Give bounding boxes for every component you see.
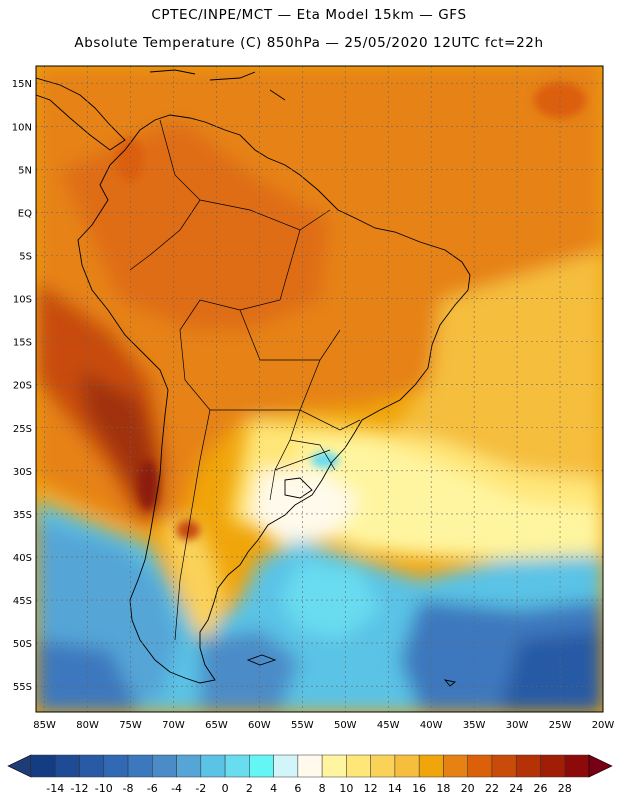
lon-tick-label: 25W (549, 720, 572, 731)
colorbar-label: -10 (95, 782, 113, 795)
lon-tick-label: 40W (420, 720, 443, 731)
temperature-field (36, 66, 603, 712)
colorbar-swatch (79, 754, 105, 778)
colorbar-label: -6 (147, 782, 158, 795)
falkland-islands (246, 654, 277, 666)
colorbar-label: 28 (558, 782, 572, 795)
south-america-coastline (77, 114, 471, 684)
colorbar-label: 6 (294, 782, 301, 795)
colorbar-swatch (515, 754, 541, 778)
colorbar-swatch (224, 754, 250, 778)
colorbar-swatch (467, 754, 493, 778)
lat-tick-label: 20S (13, 381, 32, 392)
colorbar-label: 24 (509, 782, 523, 795)
lat-tick-label: 5N (18, 165, 32, 176)
island (443, 679, 457, 687)
lat-tick-label: 40S (13, 553, 32, 564)
colorbar-swatch (127, 754, 153, 778)
lat-tick-label: EQ (18, 208, 32, 219)
lon-tick-label: 30W (506, 720, 529, 731)
colorbar-swatch (370, 754, 396, 778)
longitude-labels: 85W 80W 75W 70W 65W 60W 55W 50W 45W 40W 35W 30W 25W 2… (33, 720, 614, 731)
lat-tick-label: 45S (13, 596, 32, 607)
colorbar-swatch (418, 754, 444, 778)
colorbar-label: 4 (270, 782, 277, 795)
lat-tick-label: 15N (12, 79, 32, 90)
colorbar-swatch (491, 754, 517, 778)
lon-tick-label: 70W (162, 720, 185, 731)
lat-tick-label: 25S (13, 424, 32, 435)
colorbar-label: 16 (412, 782, 426, 795)
colorbar-label: -4 (171, 782, 182, 795)
chart-title-line2: Absolute Temperature (C) 850hPa — 25/05/… (74, 35, 544, 51)
colorbar-label: -12 (71, 782, 89, 795)
lon-tick-label: 55W (291, 720, 314, 731)
colorbar: -14 -12 -10 -8 -6 -4 -2 0 2 4 6 8 10 12 14 16 18 20 22 24 26… (7, 754, 613, 795)
colorbar-label: 20 (461, 782, 475, 795)
central-america-coast (36, 77, 126, 151)
latitude-labels: 15N 10N 5N EQ 5S 10S 15S 20S 25S 30S 35S 40S 45S 50S 5… (12, 79, 32, 693)
colorbar-swatch (394, 754, 420, 778)
lon-tick-label: 45W (377, 720, 400, 731)
colorbar-swatch (321, 754, 347, 778)
lon-tick-label: 65W (205, 720, 228, 731)
colorbar-swatch (564, 754, 590, 778)
lon-tick-label: 75W (119, 720, 142, 731)
lon-tick-label: 80W (76, 720, 99, 731)
colorbar-swatch (346, 754, 371, 778)
lat-tick-label: 15S (13, 338, 32, 349)
colorbar-swatch (30, 754, 56, 778)
colorbar-label: 2 (246, 782, 253, 795)
lon-tick-label: 50W (334, 720, 357, 731)
colorbar-label: 8 (319, 782, 326, 795)
colorbar-label: 12 (364, 782, 378, 795)
colorbar-swatch (200, 754, 226, 778)
lat-tick-label: 55S (13, 682, 32, 693)
colorbar-label: 10 (339, 782, 353, 795)
country-borders (129, 119, 361, 641)
colorbar-swatch (540, 754, 565, 778)
colorbar-label: 18 (436, 782, 450, 795)
lat-tick-label: 30S (13, 467, 32, 478)
lagoon (284, 477, 313, 499)
lon-tick-label: 35W (463, 720, 486, 731)
colorbar-label: 0 (222, 782, 229, 795)
colorbar-swatch (297, 754, 323, 778)
lat-tick-label: 10N (12, 122, 32, 133)
colorbar-swatch (103, 754, 129, 778)
lon-tick-label: 20W (592, 720, 615, 731)
map-frame (35, 65, 604, 713)
colorbar-label: 26 (533, 782, 547, 795)
colorbar-swatch (249, 754, 274, 778)
colorbar-label: -8 (123, 782, 134, 795)
lon-tick-label: 60W (248, 720, 271, 731)
colorbar-swatch (176, 754, 202, 778)
colorbar-under-arrow (7, 754, 32, 778)
colorbar-label: 14 (388, 782, 402, 795)
lat-tick-label: 50S (13, 639, 32, 650)
chart-title-line1: CPTEC/INPE/MCT — Eta Model 15km — GFS (151, 7, 467, 23)
colorbar-label: 22 (485, 782, 499, 795)
lon-tick-label: 85W (33, 720, 56, 731)
colorbar-swatch (152, 754, 177, 778)
colorbar-swatch (443, 754, 468, 778)
coastlines (36, 69, 471, 687)
colorbar-over-arrow (588, 754, 613, 778)
lat-tick-label: 35S (13, 510, 32, 521)
lat-tick-label: 10S (13, 295, 32, 306)
lat-tick-label: 5S (19, 251, 32, 262)
colorbar-swatch (273, 754, 299, 778)
caribbean-islands (149, 69, 286, 101)
colorbar-swatch (55, 754, 80, 778)
colorbar-label: -14 (46, 782, 64, 795)
colorbar-label: -2 (195, 782, 206, 795)
